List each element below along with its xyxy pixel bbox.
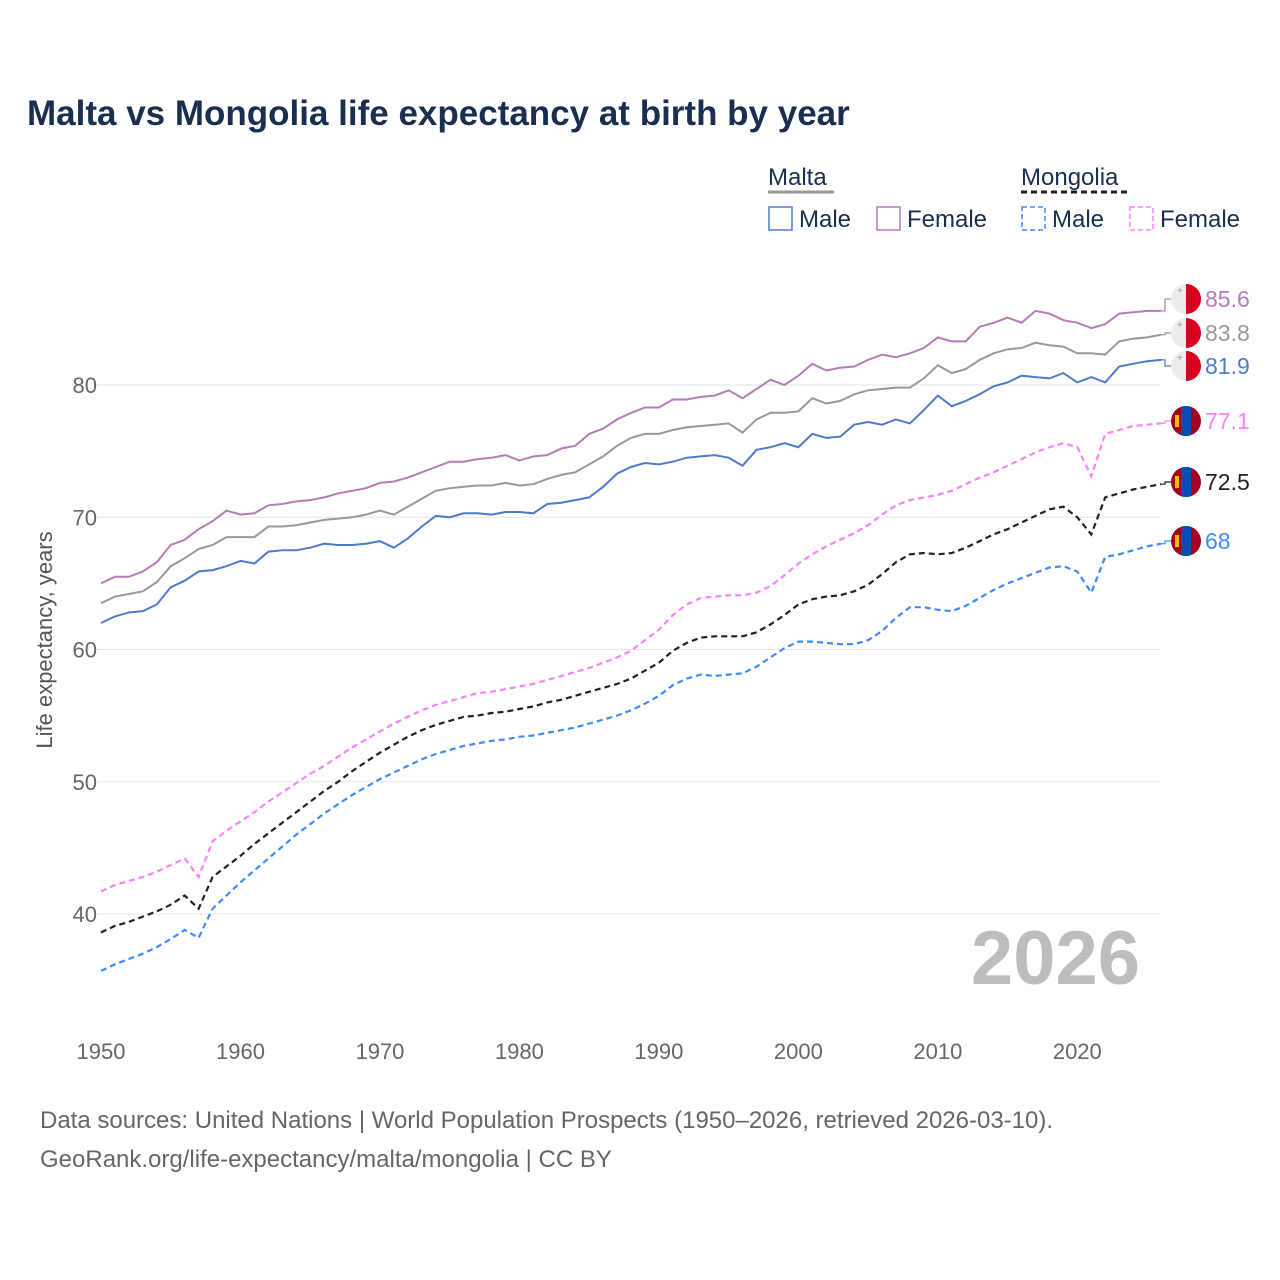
label-connector (1161, 481, 1171, 485)
x-tick-label: 1960 (216, 1039, 265, 1064)
end-value-label: 83.8 (1205, 320, 1250, 346)
label-connector (1161, 298, 1171, 312)
legend-swatch[interactable] (1129, 206, 1154, 231)
series-line-malta (100, 333, 1162, 605)
footer-link[interactable]: GeoRank.org/life-expectancy/malta/mongol… (40, 1146, 612, 1173)
malta-flag-icon: + (1171, 351, 1201, 381)
label-connector (1161, 332, 1171, 336)
x-tick-label: 1950 (77, 1039, 126, 1064)
series-line-mongolia (100, 483, 1162, 934)
y-tick-label: 40 (73, 902, 97, 927)
x-tick-label: 1980 (495, 1039, 544, 1064)
legend-item-mongolia-male[interactable]: Male (1052, 206, 1104, 233)
legend-swatch[interactable] (768, 206, 793, 231)
series-line-malta-female (100, 309, 1161, 585)
x-tick-label: 2020 (1053, 1039, 1102, 1064)
y-tick-label: 80 (73, 373, 97, 398)
legend-item-mongolia-female[interactable]: Female (1160, 206, 1240, 233)
series-line-mongolia-male (100, 542, 1162, 972)
end-value-label: 77.1 (1205, 408, 1250, 434)
mongolia-flag-icon (1171, 406, 1201, 436)
series-line-mongolia-female (100, 422, 1162, 893)
end-value-label: 81.9 (1205, 353, 1250, 379)
y-tick-label: 50 (73, 770, 97, 795)
x-tick-label: 1990 (634, 1039, 683, 1064)
series-line-malta-male (100, 358, 1162, 624)
legend-group-mongolia[interactable]: Mongolia (1021, 164, 1119, 191)
footer-sources: Data sources: United Nations | World Pop… (40, 1107, 1054, 1134)
svg-text:+: + (1177, 320, 1183, 331)
malta-flag-icon: + (1171, 318, 1201, 348)
x-tick-label: 2010 (913, 1039, 962, 1064)
label-connector (1161, 540, 1171, 545)
legend-item-malta-female[interactable]: Female (907, 206, 987, 233)
x-tick-label: 2000 (774, 1039, 823, 1064)
y-tick-label: 60 (73, 638, 97, 663)
svg-text:+: + (1177, 286, 1183, 297)
mongolia-flag-icon (1171, 526, 1201, 556)
end-value-label: 85.6 (1205, 286, 1250, 312)
year-watermark: 2026 (971, 916, 1140, 1001)
label-connector (1161, 420, 1171, 424)
y-tick-label: 70 (73, 505, 97, 530)
legend-swatch[interactable] (1021, 206, 1046, 231)
x-tick-label: 1970 (355, 1039, 404, 1064)
end-value-label: 68 (1205, 528, 1231, 554)
chart-title: Malta vs Mongolia life expectancy at bir… (27, 94, 850, 133)
malta-flag-icon: + (1171, 284, 1201, 314)
legend-item-malta-male[interactable]: Male (799, 206, 851, 233)
legend-swatch[interactable] (876, 206, 901, 231)
y-axis-label: Life expectancy, years (32, 531, 57, 748)
legend-group-malta[interactable]: Malta (768, 164, 827, 191)
end-value-label: 72.5 (1205, 469, 1250, 495)
label-connector (1161, 359, 1171, 367)
svg-text:+: + (1177, 353, 1183, 364)
mongolia-flag-icon (1171, 467, 1201, 497)
